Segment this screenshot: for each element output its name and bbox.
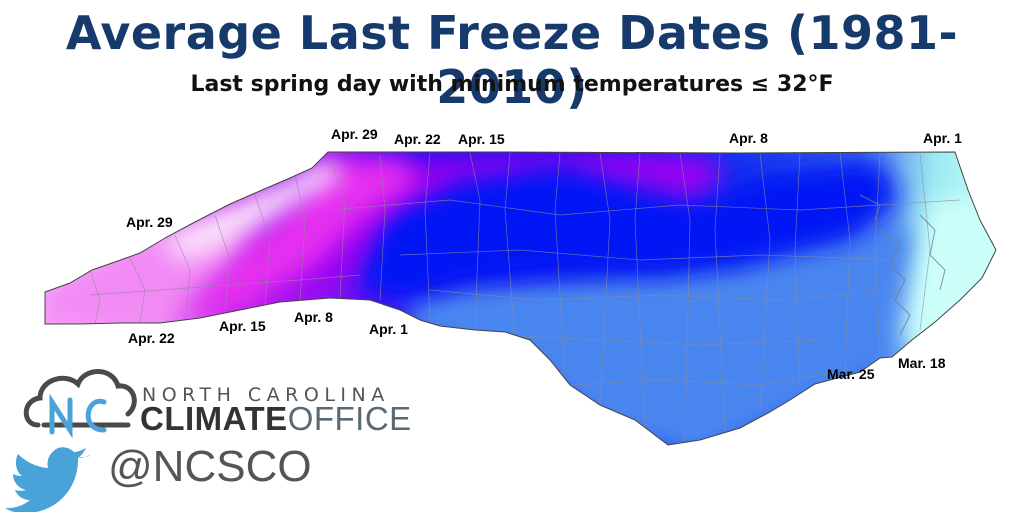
county-lines: [89, 152, 961, 441]
page-subtitle: Last spring day with minimum temperature…: [190, 72, 834, 97]
freeze-bands: [45, 152, 996, 445]
twitter-bird-icon: [5, 447, 90, 512]
page-title: Average Last Freeze Dates (1981-2010): [65, 6, 959, 114]
twitter-handle[interactable]: @NCSCO: [108, 442, 312, 491]
label-apr29-left: Apr. 29: [126, 214, 173, 230]
label-apr22-bottom: Apr. 22: [128, 330, 175, 346]
label-apr8-top: Apr. 8: [729, 130, 768, 146]
label-apr15-top: Apr. 15: [458, 131, 505, 147]
zone-mar25: [400, 215, 920, 445]
label-apr1-bottom: Apr. 1: [369, 321, 408, 337]
zone-apr15: [190, 160, 420, 310]
label-apr22-top: Apr. 22: [394, 131, 441, 147]
label-apr1-top: Apr. 1: [923, 130, 962, 146]
label-apr15-bottom: Apr. 15: [219, 318, 266, 334]
brand-climate: CLIMATE: [140, 400, 288, 437]
brand-state-name: NORTH CAROLINA: [142, 384, 390, 406]
label-apr8-bottom: Apr. 8: [294, 309, 333, 325]
label-apr29-top: Apr. 29: [331, 126, 378, 142]
label-mar18: Mar. 18: [898, 355, 946, 371]
brand-office: OFFICE: [287, 400, 412, 437]
cloud-logo-icon: [23, 369, 137, 439]
label-mar25: Mar. 25: [827, 366, 875, 382]
brand-office-name: CLIMATEOFFICE: [140, 400, 412, 438]
zone-apr29: [160, 160, 345, 260]
coastline-detail: [859, 194, 946, 336]
